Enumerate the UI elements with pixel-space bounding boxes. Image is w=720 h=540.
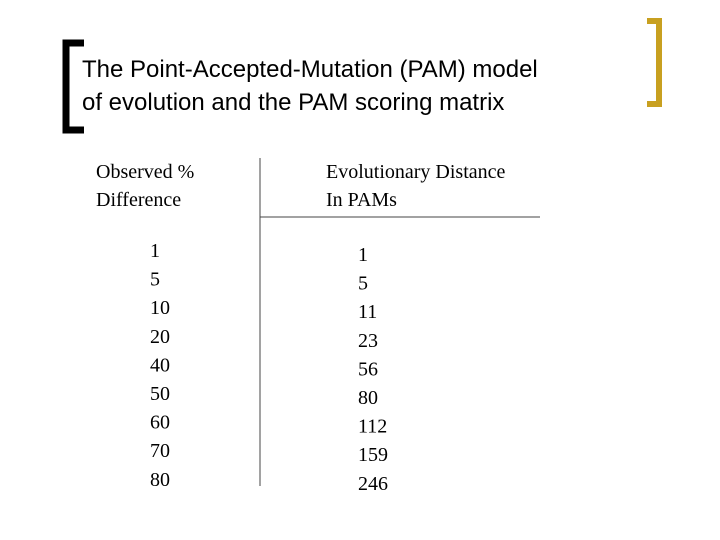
column-header: In PAMs [326,189,397,211]
table-cell: 11 [358,301,377,323]
table-cell: 10 [150,297,170,319]
content: The Point-Accepted-Mutation (PAM) model o… [82,56,538,495]
table-cell: 80 [358,387,378,409]
table-cell: 50 [150,383,170,405]
table-cell: 246 [358,473,388,495]
table-cell: 112 [358,416,387,438]
table-cell: 5 [150,269,160,291]
table-cell: 5 [358,273,368,295]
table-cell: 1 [358,244,368,266]
table-cell: 80 [150,469,170,491]
left-bracket [62,39,84,134]
column-header: Difference [96,189,181,211]
title-line: The Point-Accepted-Mutation (PAM) model [82,56,538,83]
table-cell: 1 [150,240,160,262]
title-line: of evolution and the PAM scoring matrix [82,89,504,116]
table-cell: 60 [150,412,170,434]
table-cell: 40 [150,354,170,376]
table-cell: 70 [150,440,170,462]
right-bracket [647,18,662,107]
column-header: Observed % [96,161,194,183]
table-cell: 56 [358,358,378,380]
table-cell: 23 [358,330,378,352]
column-header: Evolutionary Distance [326,161,506,183]
table-cell: 159 [358,444,388,466]
table-cell: 20 [150,326,170,348]
